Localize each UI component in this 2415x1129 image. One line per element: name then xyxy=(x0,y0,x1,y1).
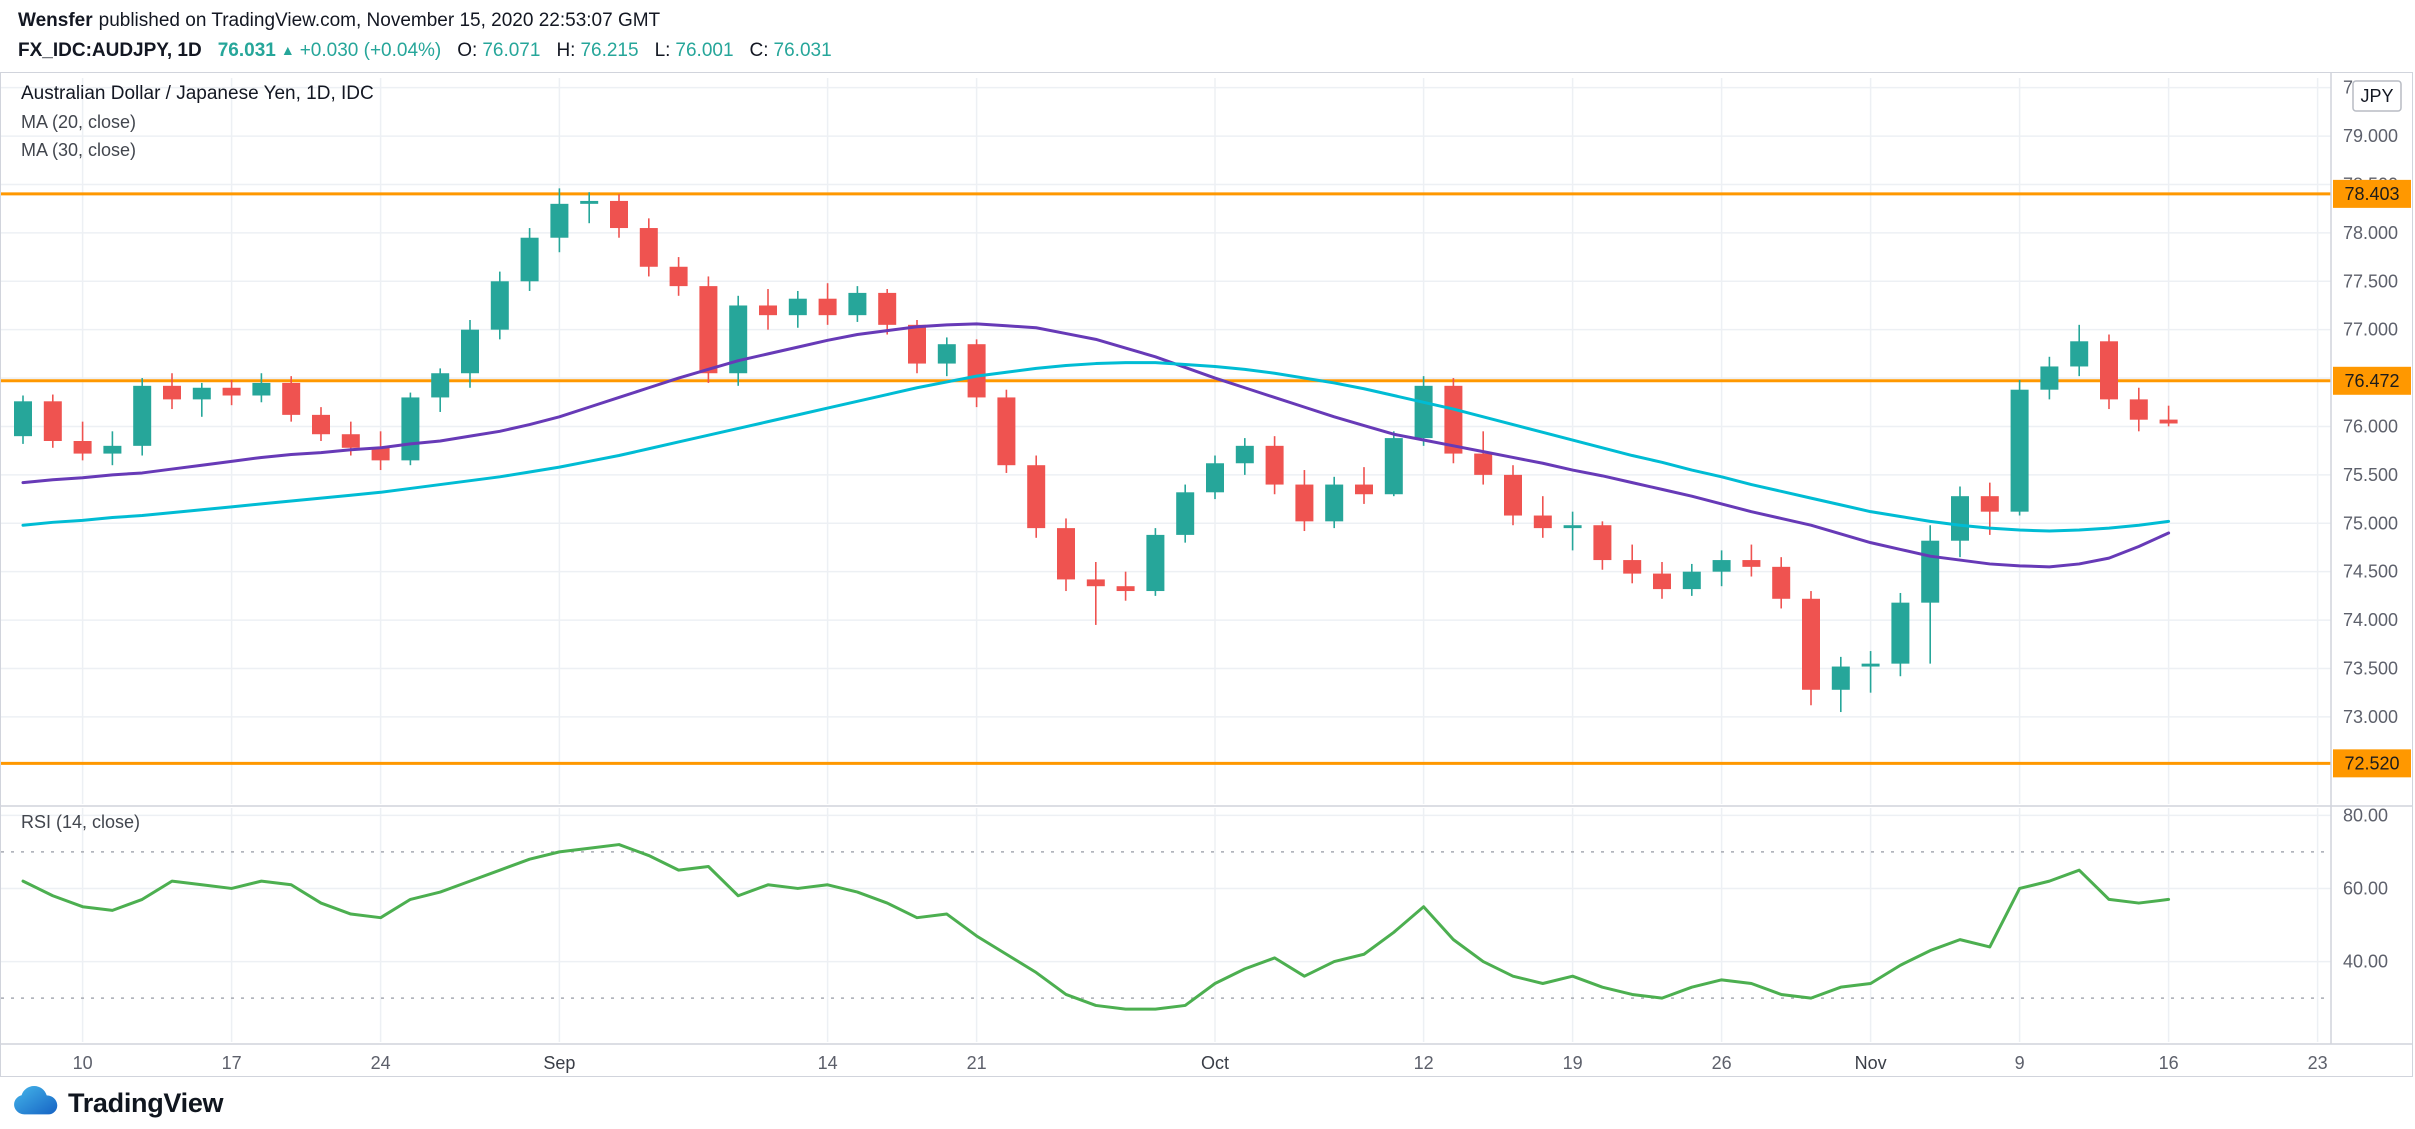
ma20-legend[interactable]: MA (20, close) xyxy=(21,112,137,132)
ma30-line[interactable] xyxy=(21,361,2171,533)
close-label: C: xyxy=(749,39,769,61)
low-group: L: 76.001 xyxy=(655,39,734,64)
symbol-label[interactable]: FX_IDC:AUDJPY, 1D xyxy=(18,39,202,61)
open-label: O: xyxy=(457,39,478,61)
svg-text:60.00: 60.00 xyxy=(2343,878,2388,898)
svg-text:76.472: 76.472 xyxy=(2344,371,2399,391)
svg-text:21: 21 xyxy=(967,1053,987,1073)
svg-text:9: 9 xyxy=(2015,1053,2025,1073)
low-label: L: xyxy=(654,39,671,61)
footer: TradingView xyxy=(14,1086,224,1120)
price-group: 76.031 ▲ +0.030 (+0.04%) xyxy=(218,39,442,64)
last-price: 76.031 xyxy=(217,39,276,61)
candles-layer[interactable] xyxy=(14,188,2178,713)
svg-text:Oct: Oct xyxy=(1201,1053,1229,1073)
price-level-labels: 78.403 76.472 72.520 xyxy=(2333,179,2411,778)
ma20-line[interactable] xyxy=(21,322,2171,569)
svg-text:26: 26 xyxy=(1712,1053,1732,1073)
svg-text:40.00: 40.00 xyxy=(2343,952,2388,972)
publish-header: Wensfer published on TradingView.com, No… xyxy=(0,0,2415,63)
svg-text:76.000: 76.000 xyxy=(2343,416,2398,436)
ma30-legend[interactable]: MA (30, close) xyxy=(21,140,137,160)
price-axis[interactable]: 79.50079.00078.50078.00077.50077.00076.5… xyxy=(2343,78,2402,972)
rsi-line[interactable] xyxy=(21,843,2171,1011)
svg-text:77.000: 77.000 xyxy=(2343,320,2398,340)
svg-text:78.000: 78.000 xyxy=(2343,223,2398,243)
chart-title[interactable]: Australian Dollar / Japanese Yen, 1D, ID… xyxy=(21,83,374,104)
svg-text:14: 14 xyxy=(818,1053,838,1073)
candlestick-rsi-chart[interactable]: 79.50079.00078.50078.00077.50077.00076.5… xyxy=(1,73,2412,1076)
svg-text:75.000: 75.000 xyxy=(2343,513,2398,533)
separators xyxy=(1,73,2412,1045)
symbol-line: FX_IDC:AUDJPY, 1D 76.031 ▲ +0.030 (+0.04… xyxy=(18,39,2415,64)
svg-text:19: 19 xyxy=(1563,1053,1583,1073)
rsi-layer[interactable] xyxy=(1,843,2331,1011)
chart-area[interactable]: 79.50079.00078.50078.00077.50077.00076.5… xyxy=(0,72,2413,1077)
svg-text:78.403: 78.403 xyxy=(2344,184,2399,204)
svg-text:Sep: Sep xyxy=(543,1053,575,1073)
publish-text: published on TradingView.com, November 1… xyxy=(98,10,661,31)
svg-text:73.500: 73.500 xyxy=(2343,658,2398,678)
open-group: O: 76.071 xyxy=(457,39,540,64)
horizontal-lines-layer[interactable] xyxy=(1,192,2331,765)
svg-text:72.520: 72.520 xyxy=(2344,753,2399,773)
author-name[interactable]: Wensfer xyxy=(18,10,93,31)
svg-text:Nov: Nov xyxy=(1855,1053,1887,1073)
publish-line: Wensfer published on TradingView.com, No… xyxy=(18,9,2415,34)
rsi-legend[interactable]: RSI (14, close) xyxy=(21,812,141,832)
svg-text:77.500: 77.500 xyxy=(2343,271,2398,291)
svg-text:79.000: 79.000 xyxy=(2343,126,2398,146)
svg-text:80.00: 80.00 xyxy=(2343,805,2388,825)
open-value: 76.071 xyxy=(482,39,541,61)
close-group: C: 76.031 xyxy=(750,39,832,64)
close-value: 76.031 xyxy=(773,39,832,61)
high-value: 76.215 xyxy=(580,39,639,61)
svg-text:17: 17 xyxy=(222,1053,242,1073)
grid-layer xyxy=(1,78,2331,1042)
svg-text:75.500: 75.500 xyxy=(2343,465,2398,485)
svg-text:74.500: 74.500 xyxy=(2343,562,2398,582)
up-arrow-icon: ▲ xyxy=(280,41,295,58)
svg-text:73.000: 73.000 xyxy=(2343,707,2398,727)
svg-text:23: 23 xyxy=(2308,1053,2328,1073)
time-axis[interactable]: 10 17 24 Sep 14 21 Oct 12 19 26 Nov 9 16 23 xyxy=(73,1053,2328,1073)
high-group: H: 76.215 xyxy=(556,39,638,64)
svg-text:JPY: JPY xyxy=(2360,86,2393,106)
chart-legend: Australian Dollar / Japanese Yen, 1D, ID… xyxy=(21,83,374,161)
svg-text:10: 10 xyxy=(73,1053,93,1073)
svg-text:24: 24 xyxy=(371,1053,391,1073)
svg-text:74.000: 74.000 xyxy=(2343,610,2398,630)
price-change: +0.030 (+0.04%) xyxy=(299,39,442,61)
brand-name[interactable]: TradingView xyxy=(68,1087,224,1118)
high-label: H: xyxy=(556,39,576,61)
svg-text:16: 16 xyxy=(2159,1053,2179,1073)
svg-text:12: 12 xyxy=(1414,1053,1434,1073)
low-value: 76.001 xyxy=(675,39,734,61)
tradingview-logo-icon[interactable] xyxy=(14,1086,58,1120)
